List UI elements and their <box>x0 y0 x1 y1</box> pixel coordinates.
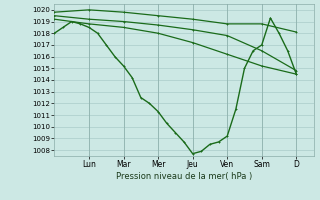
X-axis label: Pression niveau de la mer( hPa ): Pression niveau de la mer( hPa ) <box>116 172 252 181</box>
